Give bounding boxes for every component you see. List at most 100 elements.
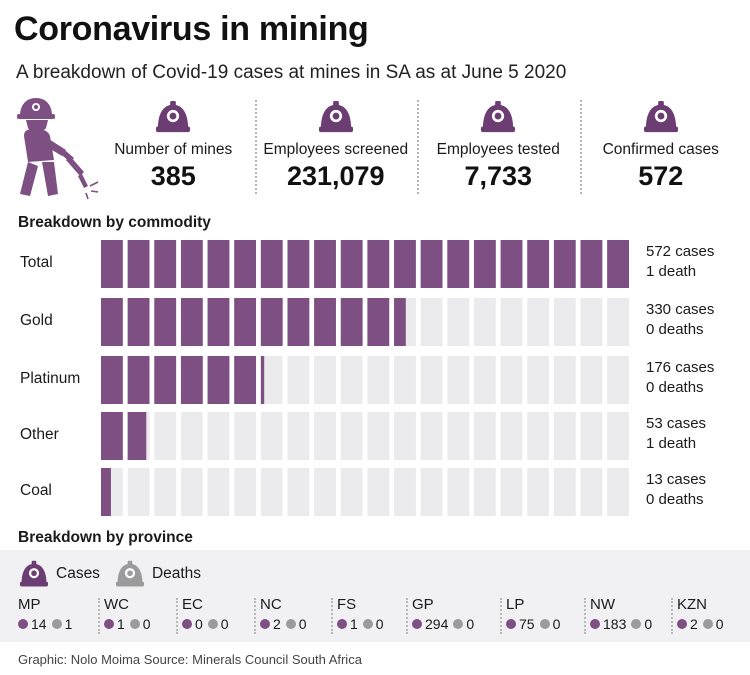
bar-segment-total bbox=[473, 240, 496, 288]
bar-segment-empty bbox=[340, 468, 363, 516]
stat-value: 385 bbox=[150, 161, 196, 191]
bar-track bbox=[101, 240, 629, 288]
bar-segment-empty bbox=[340, 412, 363, 460]
province-cases: 75 bbox=[519, 616, 535, 632]
province-deaths: 0 bbox=[220, 616, 229, 632]
bar-segment-empty bbox=[473, 356, 496, 404]
bar-segment-empty bbox=[420, 298, 443, 346]
bar-segment-gold bbox=[234, 298, 257, 346]
province-deaths: 0 bbox=[715, 616, 724, 632]
bar-segment-empty bbox=[287, 468, 310, 516]
bar-segment-empty bbox=[447, 298, 470, 346]
bar-segment-empty bbox=[180, 412, 203, 460]
bar-track bbox=[101, 356, 629, 404]
bar-segment-empty bbox=[527, 412, 550, 460]
bar-segment-total bbox=[367, 240, 390, 288]
bar-segment-total bbox=[154, 240, 177, 288]
province-deaths: 0 bbox=[644, 616, 653, 632]
deaths-dot-icon bbox=[129, 619, 140, 629]
bar-segment-platinum bbox=[101, 356, 123, 404]
page-title: Coronavirus in mining bbox=[14, 10, 369, 48]
province-deaths: 0 bbox=[375, 616, 384, 632]
source-credit: Graphic: Nolo Moima Source: Minerals Cou… bbox=[18, 652, 362, 667]
bar-segment-empty bbox=[154, 468, 177, 516]
deaths-dot-icon bbox=[453, 619, 464, 629]
deaths-dot-icon bbox=[51, 619, 62, 629]
bar-segment-total bbox=[420, 240, 443, 288]
bar-segment-empty bbox=[340, 356, 363, 404]
bar-segment-empty bbox=[260, 412, 283, 460]
bar-segment-empty bbox=[473, 412, 496, 460]
bar-segment-empty bbox=[500, 468, 523, 516]
commodity-section-title: Breakdown by commodity bbox=[18, 214, 211, 231]
deaths-label: 1 death bbox=[646, 263, 697, 280]
legend-cases-label: Cases bbox=[56, 565, 100, 582]
province-item: MP 14 1 bbox=[18, 596, 72, 638]
cases-dot-icon bbox=[18, 619, 28, 629]
bar-segment-total bbox=[580, 240, 603, 288]
row-values: 53 cases 1 death bbox=[646, 414, 706, 454]
helmet-icon bbox=[114, 560, 146, 588]
bar-segment-empty bbox=[420, 468, 443, 516]
bar-segment-empty bbox=[553, 298, 576, 346]
province-section-title: Breakdown by province bbox=[18, 529, 193, 546]
province-deaths: 1 bbox=[64, 616, 73, 632]
bar-segment-empty bbox=[473, 298, 496, 346]
bar-segment-empty bbox=[553, 356, 576, 404]
deaths-label: 0 deaths bbox=[646, 321, 704, 338]
cases-dot-icon bbox=[677, 619, 687, 629]
bar-segment-gold bbox=[127, 298, 150, 346]
bar-segment-empty bbox=[580, 468, 603, 516]
province-deaths: 0 bbox=[466, 616, 475, 632]
bar-segment-empty bbox=[607, 298, 629, 346]
helmet-icon bbox=[317, 100, 355, 134]
row-values: 176 cases 0 deaths bbox=[646, 358, 714, 398]
stat-value: 231,079 bbox=[286, 161, 385, 191]
bar-segment-total bbox=[500, 240, 523, 288]
province-cases: 2 bbox=[273, 616, 281, 632]
helmet-icon bbox=[479, 100, 517, 134]
bar-segment-gold bbox=[260, 298, 283, 346]
bar-segment-total bbox=[314, 240, 336, 288]
bar-segment-empty bbox=[447, 468, 470, 516]
bar-segment-empty bbox=[420, 412, 443, 460]
legend-cases: Cases bbox=[18, 560, 100, 588]
bar-segment-empty bbox=[580, 412, 603, 460]
bar-segment-empty bbox=[234, 468, 257, 516]
stat-screened: Employees screened 231,079 bbox=[254, 100, 418, 198]
bar-segment-gold bbox=[314, 298, 336, 346]
bar-segment-empty bbox=[420, 356, 443, 404]
bar-segment-empty bbox=[154, 412, 177, 460]
stat-label: Number of mines bbox=[114, 141, 233, 158]
province-values: 14 1 bbox=[18, 616, 72, 632]
bar-track bbox=[101, 298, 629, 346]
province-cases: 183 bbox=[603, 616, 627, 632]
bar-segment-gold bbox=[180, 298, 203, 346]
bar-segment-empty bbox=[287, 412, 310, 460]
province-item: NW 183 0 bbox=[583, 596, 653, 638]
province-cases: 2 bbox=[690, 616, 698, 632]
bar-segment-empty bbox=[127, 468, 150, 516]
bar-segment-empty bbox=[500, 412, 523, 460]
bar-segment-platinum bbox=[234, 356, 257, 404]
bar-segment-empty bbox=[260, 468, 283, 516]
bar-segment-total bbox=[101, 240, 123, 288]
bar-segment-empty bbox=[394, 468, 416, 516]
helmet-icon bbox=[154, 100, 192, 134]
bar-segment-gold bbox=[287, 298, 310, 346]
deaths-dot-icon bbox=[285, 619, 296, 629]
province-name: MP bbox=[18, 596, 41, 613]
legend: Cases Deaths bbox=[18, 560, 215, 588]
bar-segment-empty bbox=[394, 356, 416, 404]
bar-segment-other bbox=[101, 412, 123, 460]
bar-segment-empty bbox=[447, 412, 470, 460]
bar-segment-empty bbox=[607, 468, 629, 516]
province-cases: 1 bbox=[117, 616, 125, 632]
province-deaths: 0 bbox=[142, 616, 151, 632]
bar-segment-empty bbox=[367, 468, 390, 516]
